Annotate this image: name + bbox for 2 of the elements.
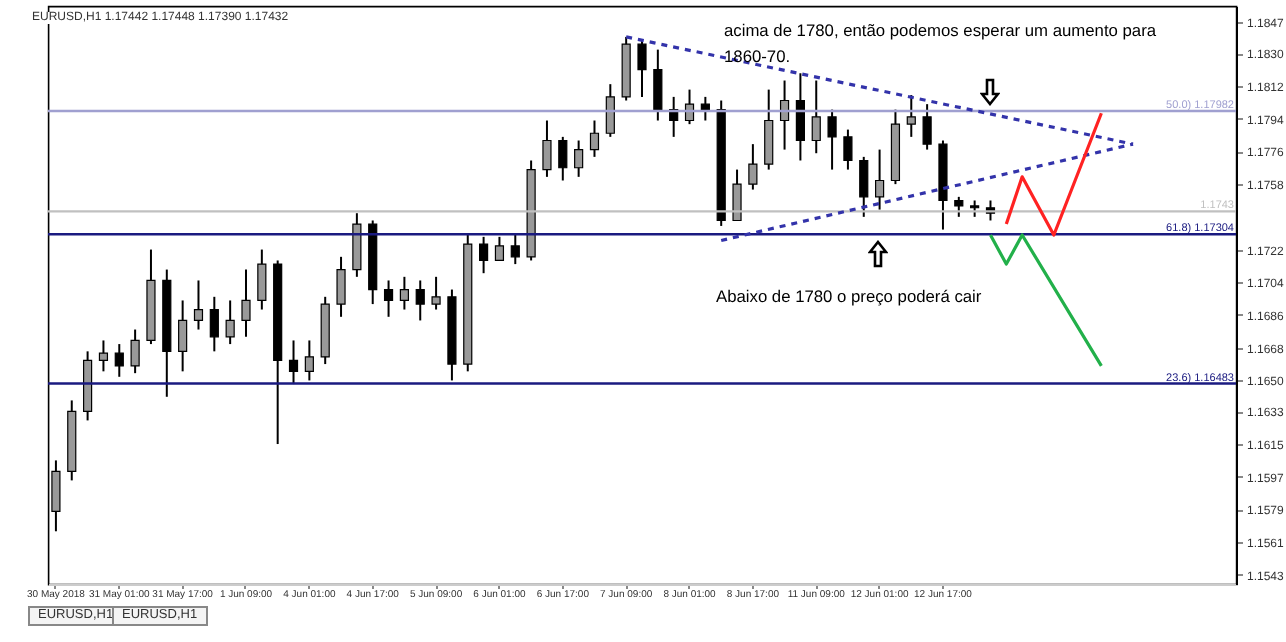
annotation: acima de 1780, então podemos esperar um aumento para 1860-70. [724, 18, 1159, 70]
annotation: Abaixo de 1780 o preço poderá cair [716, 284, 984, 310]
